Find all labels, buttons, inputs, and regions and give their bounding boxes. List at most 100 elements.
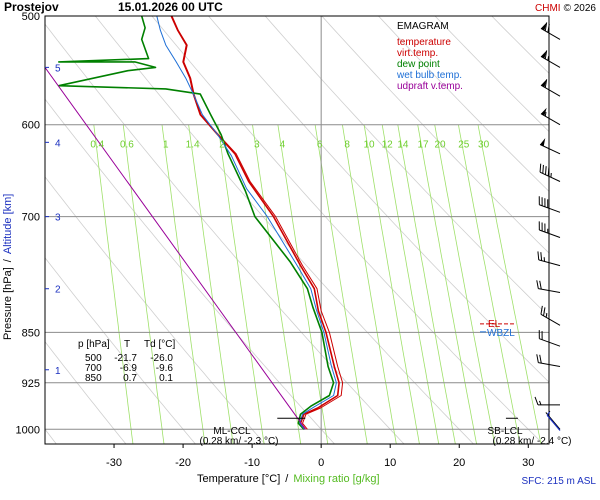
mixing-ratio-line [363, 124, 420, 444]
dry-adiabat [377, 16, 549, 192]
y-tick-label: 500 [22, 11, 40, 23]
legend-entry: dew point [397, 59, 440, 70]
mixing-ratio-line [277, 124, 329, 444]
station-name: Prostejov [4, 0, 59, 14]
level-tag: EL [488, 319, 501, 330]
table-cell: -21.7 [114, 353, 137, 364]
data-table: p [hPa] T Td [°C] 500 -21.7 -26.0 700 -6… [78, 339, 175, 384]
wind-barb [540, 305, 561, 326]
credit-year: © 2026 [564, 3, 597, 14]
y-axis-label: Pressure [hPa] / Altitude [km] [2, 194, 14, 340]
altitude-tick-label: 3 [55, 213, 61, 224]
barb-half [539, 400, 542, 406]
mixing-ratio-lines [93, 124, 542, 444]
annotations: 0.4 0.6 1 1.4 2 3 4 6 8 10 12 14 17 20 25 30ML-CCL(0.28… [90, 139, 571, 447]
wind-barbs [534, 22, 561, 431]
table-header-p: p [hPa] [78, 339, 110, 350]
mixing-ratio-line [314, 124, 368, 444]
barb-shaft [540, 84, 561, 97]
wbzl-label: WBZL [487, 328, 515, 339]
barb-shaft [540, 55, 561, 68]
plot-frame [44, 15, 550, 445]
mixing-ratio-label: 14 [397, 139, 409, 150]
barb-full [544, 198, 546, 207]
table-cell: 850 [85, 373, 102, 384]
mixing-ratio-line [434, 124, 496, 444]
x-tick-label: 20 [453, 457, 465, 469]
barb-half [546, 411, 550, 416]
barb-full [538, 196, 540, 205]
series-temperature [170, 16, 340, 430]
x-tick-label: -10 [244, 457, 260, 469]
mixing-ratio-label: 10 [363, 139, 375, 150]
barb-half [547, 228, 549, 234]
mixing-ratio-line [217, 124, 265, 444]
dry-adiabats [45, 0, 600, 458]
dry-adiabat [580, 0, 600, 458]
wind-barb [538, 330, 561, 347]
barb-full [545, 166, 547, 175]
series-dew-point [58, 16, 335, 430]
barb-full [544, 22, 548, 31]
mixing-ratio-line [342, 124, 397, 444]
mixing-ratio-label: 6 [317, 139, 323, 150]
barb-full [540, 305, 543, 315]
dry-adiabat [45, 23, 405, 444]
wind-barb [540, 22, 561, 40]
barb-shaft [538, 259, 561, 267]
barb-full [541, 222, 543, 232]
mixing-ratio-label: 1.4 [186, 139, 200, 150]
table-cell: 700 [85, 363, 102, 374]
barb-full [544, 79, 548, 88]
dry-adiabat [45, 257, 196, 444]
barb-full [544, 223, 546, 233]
barb-full [537, 251, 540, 260]
y-tick-label: 600 [22, 120, 40, 132]
y-axis-label-alt: Altitude [km] [2, 194, 14, 255]
y-axis-label-sep: / [2, 258, 14, 262]
barb-full [539, 354, 542, 364]
lcl-detail: (0.28 km/ -2.4 °C) [492, 436, 571, 447]
dry-adiabat [207, 16, 549, 383]
altitude-tick-label: 5 [55, 63, 61, 74]
series-lines [45, 16, 344, 430]
barb-flag [540, 107, 547, 116]
plot-area [45, 16, 549, 444]
legend-entry: wet bulb temp. [396, 70, 462, 81]
table-cell: -6.9 [120, 363, 138, 374]
mixing-ratio-line [93, 124, 134, 444]
mixing-ratio-line [122, 124, 165, 444]
barb-full [539, 280, 542, 290]
barb-shaft [539, 204, 561, 213]
mixing-ratio-line [252, 124, 302, 444]
barb-shaft [539, 171, 561, 182]
x-tick-label: -30 [106, 457, 122, 469]
mixing-ratio-label: 0.6 [120, 139, 134, 150]
x-tick-label: -20 [175, 457, 191, 469]
table-cell: 0.7 [123, 373, 137, 384]
barb-full [544, 50, 548, 59]
altitude-tick-label: 4 [55, 138, 61, 149]
mixing-ratio-line [397, 124, 456, 444]
mixing-ratio-label: 12 [382, 139, 394, 150]
credit: CHMI © 2026 [535, 3, 596, 14]
mixing-ratio-label: 8 [344, 139, 350, 150]
barb-full [547, 23, 550, 33]
x-axis-label-sep: / [285, 473, 289, 485]
y-tick-label: 850 [22, 327, 40, 339]
barb-full [540, 252, 543, 261]
table-cell: 500 [85, 353, 102, 364]
table-header-t: T [124, 339, 130, 350]
wind-barb [539, 163, 561, 182]
x-axis-label: Temperature [°C] / Mixing ratio [g/kg] [197, 473, 380, 485]
barb-shaft [545, 412, 561, 430]
barb-shaft [540, 313, 561, 326]
barb-full [541, 331, 543, 340]
barb-full [543, 307, 546, 316]
y-axis-label-pres: Pressure [hPa] [2, 267, 14, 340]
wind-barb [536, 280, 561, 293]
barb-shaft [538, 288, 561, 293]
wind-barb [538, 221, 561, 238]
barb-shaft [546, 414, 561, 431]
